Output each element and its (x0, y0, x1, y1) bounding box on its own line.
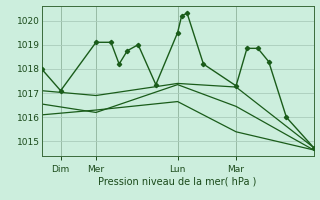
X-axis label: Pression niveau de la mer( hPa ): Pression niveau de la mer( hPa ) (99, 177, 257, 187)
